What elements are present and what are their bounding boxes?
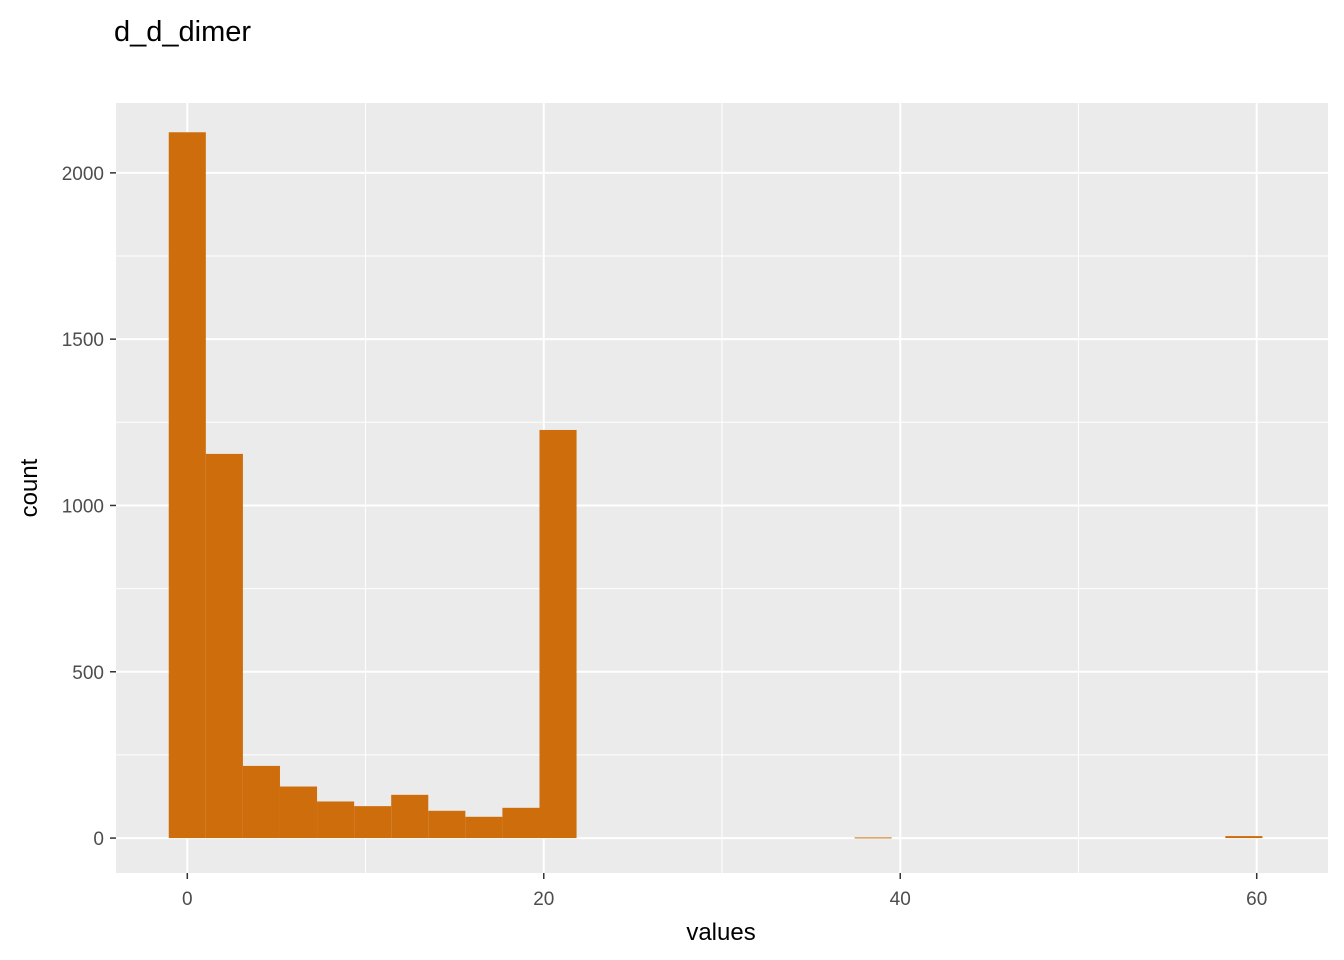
- histogram-bar: [465, 816, 503, 839]
- y-tick-label: 1000: [62, 496, 104, 517]
- histogram-bar: [317, 801, 355, 839]
- histogram-bar: [168, 132, 206, 839]
- x-tick-label: 0: [182, 889, 193, 910]
- histogram-bar: [539, 429, 577, 839]
- y-tick-label: 2000: [62, 164, 104, 185]
- x-tick-label: 40: [890, 889, 911, 910]
- chart-title: d_d_dimer: [114, 16, 251, 48]
- y-tick-label: 0: [93, 829, 104, 850]
- x-tick-label: 60: [1246, 889, 1267, 910]
- histogram-bar: [1225, 836, 1263, 839]
- histogram-bar: [354, 806, 392, 839]
- x-axis-ticks: 0 20 40 60: [182, 873, 1267, 910]
- y-tick-label: 1500: [62, 330, 104, 351]
- histogram-bar: [502, 807, 540, 839]
- y-tick-label: 500: [72, 663, 104, 684]
- minor-gridlines: [116, 103, 1328, 873]
- y-axis-ticks: 0 500 1000 1500 2000: [62, 164, 116, 850]
- histogram-bar: [242, 765, 280, 839]
- y-axis-label: count: [16, 458, 43, 517]
- histogram-bar: [391, 794, 429, 839]
- histogram-bar: [428, 810, 466, 839]
- x-axis-label: values: [686, 919, 755, 946]
- x-tick-label: 20: [533, 889, 554, 910]
- histogram-bar: [854, 837, 892, 839]
- histogram-bar: [279, 786, 318, 839]
- histogram-bars: [168, 132, 1263, 839]
- histogram-bar: [205, 453, 243, 839]
